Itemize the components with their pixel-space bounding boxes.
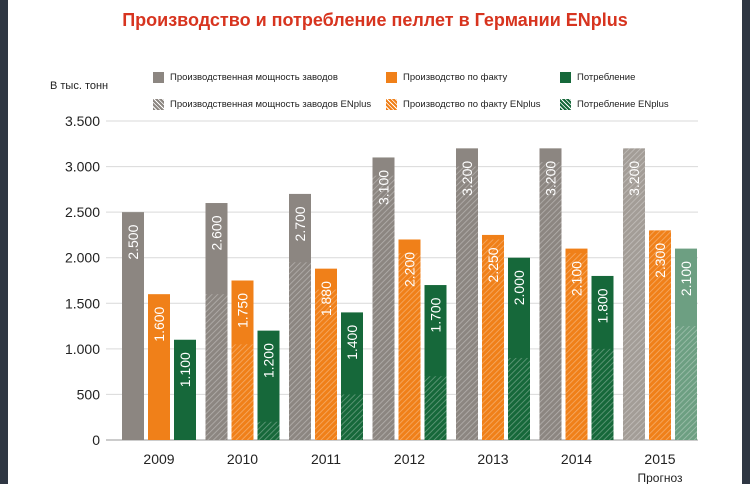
legend-swatch: [560, 99, 571, 110]
legend-item: Производство по факту: [386, 72, 507, 83]
value-label: 1.800: [595, 288, 611, 323]
legend-label: Потребление: [577, 72, 636, 83]
bar-capacity-enplus: [539, 162, 562, 440]
legend-item: Производство по факту ENplus: [386, 99, 540, 110]
value-label: 2.300: [652, 243, 668, 278]
legend-item: Потребление ENplus: [560, 99, 669, 110]
bar-chart: 0 500 1.000 1.500 2.000 2.500 3.000 3.500 2.500 1…: [65, 113, 698, 484]
chart-title: Производство и потребление пеллет в Герм…: [122, 10, 628, 30]
bar-capacity-enplus: [289, 262, 311, 440]
value-label: 1.880: [318, 281, 334, 316]
x-tick-label: 2009: [143, 451, 174, 467]
bar-consumption-enplus: [508, 357, 530, 440]
bar-production-enplus: [482, 239, 504, 440]
value-label: 2.700: [292, 206, 308, 241]
value-label: 2.200: [402, 252, 418, 287]
legend-label: Производственная мощность заводов: [170, 72, 338, 83]
bar-consumption-enplus: [341, 394, 363, 440]
legend-item: Производственная мощность заводов: [153, 72, 338, 83]
value-label: 1.600: [151, 306, 167, 341]
x-tick-sublabel: Прогноз: [637, 471, 683, 484]
y-tick-label: 3.500: [65, 113, 100, 129]
bar-production-enplus: [315, 289, 337, 440]
x-tick-label: 2010: [227, 451, 258, 467]
bar-capacity-enplus: [456, 166, 478, 441]
y-tick-label: 0: [92, 432, 100, 448]
value-label: 1.100: [177, 352, 193, 387]
bar-consumption-enplus: [257, 421, 280, 440]
value-label: 2.100: [678, 261, 694, 296]
bar-production-enplus: [231, 344, 254, 440]
bar-capacity-enplus: [205, 294, 228, 440]
x-tick-label: 2011: [311, 451, 341, 467]
legend-label: Потребление ENplus: [577, 99, 669, 110]
legend-label: Производство по факту ENplus: [403, 99, 541, 110]
x-tick-label: 2013: [477, 451, 508, 467]
value-label: 1.200: [261, 343, 277, 378]
y-tick-label: 2.000: [65, 250, 100, 266]
bar-consumption: [174, 339, 196, 440]
legend-swatch: [153, 99, 164, 110]
x-tick-label: 2012: [394, 451, 425, 467]
y-tick-label: 3.000: [65, 159, 100, 175]
legend-swatch: [386, 99, 397, 110]
value-label: 3.200: [459, 161, 475, 196]
value-label: 1.700: [428, 297, 444, 332]
x-tick-label: 2015: [644, 451, 675, 467]
legend-swatch: [386, 72, 397, 83]
value-label: 2.250: [485, 247, 501, 282]
bar-capacity-enplus: [372, 175, 395, 440]
value-label: 1.400: [344, 325, 360, 360]
bar-production-enplus: [565, 253, 588, 440]
value-label: 3.200: [626, 161, 642, 196]
value-label: 3.100: [376, 170, 392, 205]
legend-item: Потребление: [560, 72, 635, 83]
bar-consumption-enplus: [591, 348, 614, 440]
bar-consumption: [257, 330, 280, 440]
x-tick-label: 2014: [561, 451, 592, 467]
bar-production: [148, 294, 170, 440]
value-label: 2.500: [125, 224, 141, 259]
y-tick-label: 2.500: [65, 204, 100, 220]
bar-production-enplus: [398, 253, 421, 440]
y-axis-unit-label: В тыс. тонн: [50, 80, 109, 92]
bar-capacity-enplus: [623, 148, 645, 441]
chart-frame: Производство и потребление пеллет в Герм…: [8, 0, 742, 484]
bar-production-enplus: [649, 230, 671, 440]
bar-consumption-enplus: [675, 326, 697, 440]
y-tick-label: 1.000: [65, 341, 100, 357]
bar-capacity: [122, 212, 144, 440]
value-label: 1.750: [235, 293, 251, 328]
legend-label: Производство по факту: [403, 72, 508, 83]
value-label: 3.200: [543, 161, 559, 196]
legend-swatch: [153, 72, 164, 83]
legend-item: Производственная мощность заводов ENplus: [153, 99, 371, 110]
y-tick-label: 500: [77, 386, 101, 402]
value-label: 2.100: [569, 261, 585, 296]
legend-label: Производственная мощность заводов ENplus: [170, 99, 372, 110]
y-tick-label: 1.500: [65, 295, 100, 311]
value-label: 2.000: [511, 270, 527, 305]
bar-consumption-enplus: [424, 376, 447, 440]
legend-swatch: [560, 72, 571, 83]
value-label: 2.600: [209, 215, 225, 250]
